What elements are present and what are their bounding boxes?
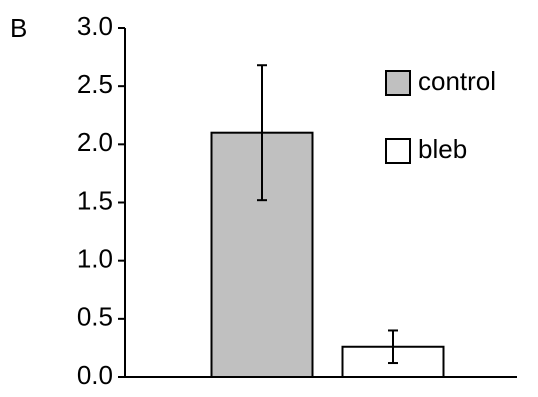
- y-tick-label: 1.5: [77, 185, 113, 215]
- error-bar: [388, 329, 398, 365]
- legend-swatch: [385, 70, 411, 96]
- panel-label: B: [10, 13, 27, 43]
- y-tick-label: 1.0: [77, 244, 113, 274]
- y-tick-label: 2.5: [77, 69, 113, 99]
- y-tick-label: 0.5: [77, 302, 113, 332]
- legend-label: bleb: [418, 134, 467, 164]
- y-tick-label: 0.0: [77, 360, 113, 390]
- legend-label: control: [418, 66, 496, 96]
- y-tick-label: 2.0: [77, 127, 113, 157]
- y-tick-label: 3.0: [77, 11, 113, 41]
- legend-swatch: [385, 138, 411, 164]
- error-bar: [257, 64, 267, 202]
